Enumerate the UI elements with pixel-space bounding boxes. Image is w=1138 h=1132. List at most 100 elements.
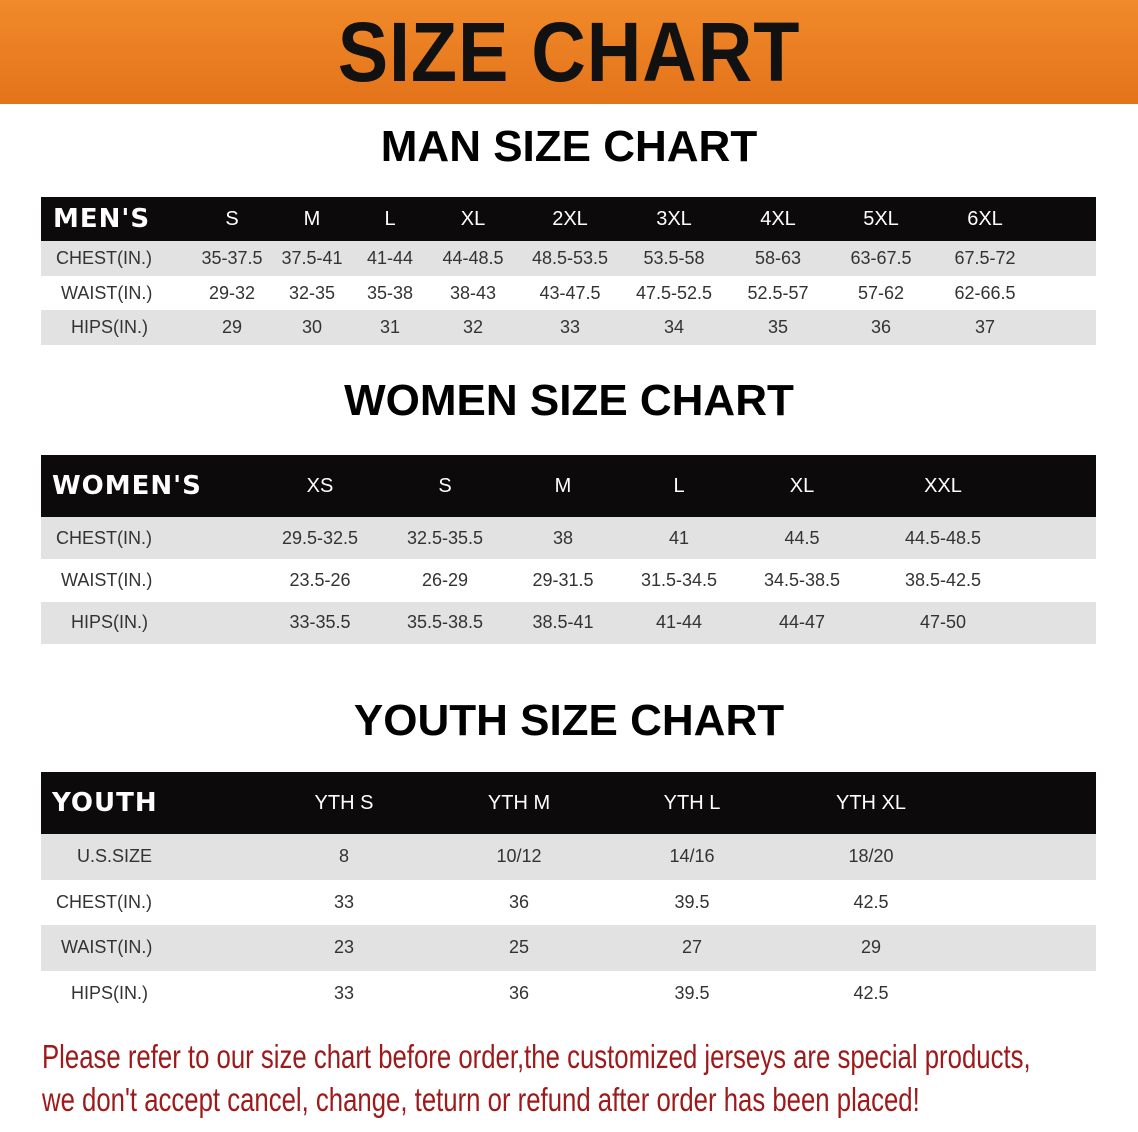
table-header-row: YOUTH YTH S YTH M YTH L YTH XL	[41, 772, 1096, 834]
women-size-table: WOMEN'S XS S M L XL XXL CHEST(IN.) 29.5-32.5 32.5…	[41, 455, 1096, 644]
measurement-cell: 23.5-26	[289, 569, 351, 590]
measurement-cell: 48.5-53.5	[531, 247, 609, 268]
measurement-cell: 33	[559, 317, 581, 338]
men-size-table: MEN'S S M L XL 2XL 3XL 4XL 5XL 6XL CHEST(IN.) 35-37…	[41, 197, 1096, 346]
measurement-cell: 29-32	[208, 282, 256, 303]
measurement-cell: 18/20	[848, 846, 894, 867]
measurement-cell: 35-37.5	[201, 247, 263, 268]
measurement-cell: 36	[508, 982, 530, 1003]
row-label: WAIST(IN.)	[61, 282, 153, 303]
policy-note-line-2: we don't accept cancel, change, teturn o…	[42, 1081, 920, 1118]
measurement-cell: 29-31.5	[532, 569, 594, 590]
men-section-title: MAN SIZE CHART	[380, 122, 758, 171]
measurement-cell: 32.5-35.5	[406, 527, 484, 548]
row-label: HIPS(IN.)	[71, 317, 149, 338]
measurement-cell: 29	[860, 937, 882, 958]
measurement-cell: 27	[681, 937, 703, 958]
measurement-cell: 31	[379, 317, 401, 338]
row-label: WAIST(IN.)	[61, 937, 153, 958]
measurement-cell: 41	[668, 527, 690, 548]
measurement-cell: 35.5-38.5	[406, 612, 484, 633]
measurement-cell: 44.5-48.5	[904, 527, 982, 548]
measurement-cell: 36	[870, 317, 892, 338]
measurement-cell: 10/12	[496, 846, 542, 867]
measurement-cell: 44.5	[784, 527, 820, 548]
measurement-cell: 33	[333, 891, 355, 912]
row-label: CHEST(IN.)	[56, 891, 152, 912]
size-header: XL	[460, 207, 486, 230]
youth-section-title: YOUTH SIZE CHART	[353, 696, 785, 745]
measurement-cell: 41-44	[366, 247, 414, 268]
measurement-cell: 67.5-72	[954, 247, 1016, 268]
measurement-cell: 38.5-41	[532, 612, 594, 633]
row-label: CHEST(IN.)	[56, 247, 152, 268]
measurement-cell: 53.5-58	[643, 247, 705, 268]
measurement-cell: 47.5-52.5	[635, 282, 713, 303]
measurement-cell: 38-43	[449, 282, 497, 303]
youth-size-table: YOUTH YTH S YTH M YTH L YTH XL U.S.SIZE 8 10/12…	[41, 772, 1096, 1016]
size-header: YTH XL	[835, 791, 907, 814]
measurement-cell: 34.5-38.5	[763, 569, 841, 590]
row-label: U.S.SIZE	[77, 846, 153, 867]
measurement-cell: 62-66.5	[954, 282, 1016, 303]
table-header-label: YOUTH	[52, 788, 158, 818]
measurement-cell: 39.5	[674, 982, 710, 1003]
table-row: WAIST(IN.) 23 25 27 29	[41, 925, 1096, 971]
measurement-cell: 36	[508, 891, 530, 912]
row-label: WAIST(IN.)	[61, 569, 153, 590]
row-label: CHEST(IN.)	[56, 527, 152, 548]
size-header: 2XL	[552, 207, 588, 230]
table-row: CHEST(IN.) 33 36 39.5 42.5	[41, 879, 1096, 925]
measurement-cell: 25	[508, 937, 530, 958]
measurement-cell: 26-29	[421, 569, 469, 590]
table-header-label: WOMEN'S	[52, 471, 202, 501]
table-row: HIPS(IN.) 29 30 31 32 33 34 35 36 37	[41, 310, 1096, 346]
measurement-cell: 14/16	[669, 846, 715, 867]
measurement-cell: 58-63	[754, 247, 802, 268]
table-row: U.S.SIZE 8 10/12 14/16 18/20	[41, 834, 1096, 880]
table-row: HIPS(IN.) 33-35.5 35.5-38.5 38.5-41 41-44 44-…	[41, 601, 1096, 644]
size-header: 5XL	[863, 207, 899, 230]
measurement-cell: 29	[221, 317, 243, 338]
measurement-cell: 57-62	[857, 282, 905, 303]
measurement-cell: 52.5-57	[747, 282, 809, 303]
measurement-cell: 23	[333, 937, 355, 958]
size-header: S	[225, 207, 239, 230]
row-label: HIPS(IN.)	[71, 612, 149, 633]
size-header: YTH M	[487, 791, 551, 814]
size-header: L	[673, 474, 685, 497]
size-header: L	[384, 207, 396, 230]
measurement-cell: 33	[333, 982, 355, 1003]
policy-note-line-1: Please refer to our size chart before or…	[42, 1038, 1031, 1075]
title-banner: SIZE CHART	[0, 0, 1138, 104]
measurement-cell: 35	[767, 317, 789, 338]
measurement-cell: 29.5-32.5	[281, 527, 359, 548]
measurement-cell: 33-35.5	[289, 612, 351, 633]
measurement-cell: 31.5-34.5	[640, 569, 718, 590]
measurement-cell: 63-67.5	[850, 247, 912, 268]
measurement-cell: 32	[462, 317, 484, 338]
table-header-row: MEN'S S M L XL 2XL 3XL 4XL 5XL 6XL	[41, 197, 1096, 241]
measurement-cell: 44-48.5	[442, 247, 504, 268]
measurement-cell: 37	[974, 317, 996, 338]
measurement-cell: 42.5	[853, 891, 889, 912]
size-header: 6XL	[967, 207, 1003, 230]
size-header: XXL	[924, 474, 962, 497]
size-header: S	[438, 474, 452, 497]
page-title: SIZE CHART	[337, 5, 801, 99]
table-row: WAIST(IN.) 23.5-26 26-29 29-31.5 31.5-34.5 34…	[41, 559, 1096, 602]
measurement-cell: 38.5-42.5	[904, 569, 982, 590]
size-header: YTH S	[314, 791, 374, 814]
table-row: CHEST(IN.) 35-37.5 37.5-41 41-44 44-48.5 48.5…	[41, 241, 1096, 276]
measurement-cell: 37.5-41	[281, 247, 343, 268]
table-row: WAIST(IN.) 29-32 32-35 35-38 38-43 43-47.5 47.…	[41, 275, 1096, 311]
row-label: HIPS(IN.)	[71, 982, 149, 1003]
size-header: XL	[789, 474, 815, 497]
size-header: 3XL	[656, 207, 692, 230]
measurement-cell: 42.5	[853, 982, 889, 1003]
measurement-cell: 8	[338, 846, 350, 867]
measurement-cell: 38	[552, 527, 574, 548]
size-header: M	[554, 474, 572, 497]
size-header: YTH L	[663, 791, 721, 814]
measurement-cell: 43-47.5	[539, 282, 601, 303]
